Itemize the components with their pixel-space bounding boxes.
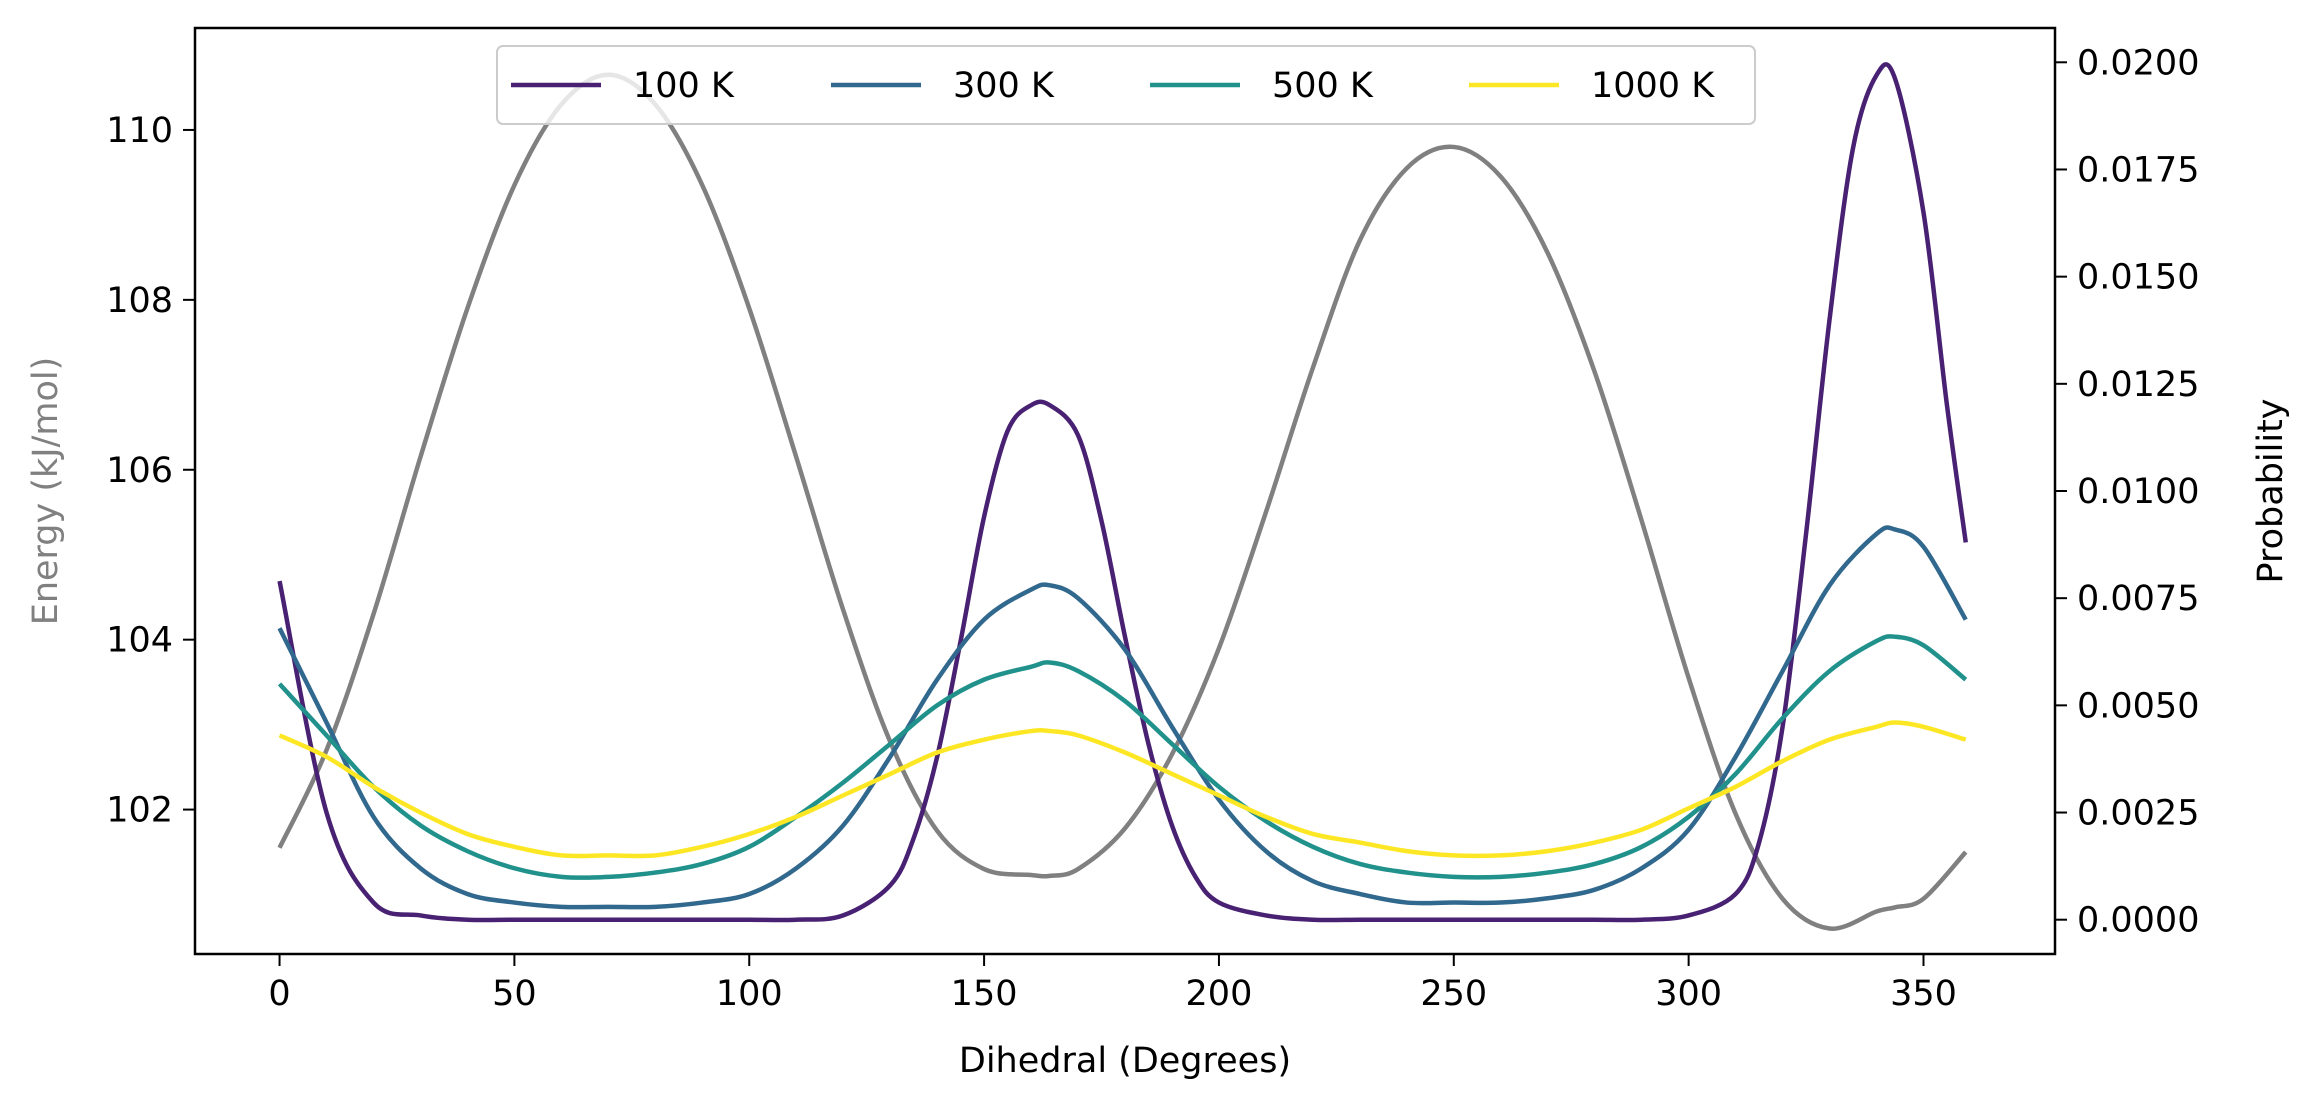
left-y-tick-label: 102 <box>106 791 173 831</box>
legend-label-500-k: 500 K <box>1272 66 1374 106</box>
x-axis-ticks: 0 50 100 150 200 250 300 350 <box>268 954 1957 1014</box>
plot-lines <box>277 62 1968 931</box>
energy-line <box>277 72 1968 931</box>
right-y-tick-label: 0.0150 <box>2077 258 2199 298</box>
left-y-tick-label: 104 <box>106 621 173 661</box>
legend-label-300-k: 300 K <box>953 66 1055 106</box>
x-tick-label: 100 <box>716 974 783 1014</box>
left-y-axis-label: Energy (kJ/mol) <box>26 357 66 626</box>
legend-box <box>496 45 1756 125</box>
right-y-tick-label: 0.0025 <box>2077 794 2199 834</box>
legend-label-1000-k: 1000 K <box>1591 66 1715 106</box>
x-tick-label: 150 <box>951 974 1018 1014</box>
legend-label-100-k: 100 K <box>633 66 735 106</box>
x-axis-label: Dihedral (Degrees) <box>959 1041 1291 1081</box>
right-y-tick-label: 0.0000 <box>2077 901 2199 941</box>
x-tick-label: 350 <box>1890 974 1957 1014</box>
series-line-100-k <box>277 62 1968 923</box>
plot-frame <box>193 26 2057 956</box>
left-y-tick-label: 108 <box>106 281 173 321</box>
x-tick-label: 0 <box>268 974 290 1014</box>
right-y-tick-label: 0.0075 <box>2077 579 2199 619</box>
x-tick-label: 300 <box>1655 974 1722 1014</box>
right-y-axis-label: Probability <box>2251 398 2291 583</box>
right-y-tick-label: 0.0200 <box>2077 43 2199 83</box>
series-line-500-k <box>277 634 1968 880</box>
right-y-tick-label: 0.0125 <box>2077 365 2199 405</box>
series-line-1000-k <box>278 720 1967 859</box>
right-y-tick-label: 0.0100 <box>2077 472 2199 512</box>
left-y-axis-ticks: 102 104 106 108 110 <box>106 111 195 831</box>
x-tick-label: 200 <box>1186 974 1253 1014</box>
right-y-tick-label: 0.0175 <box>2077 150 2199 190</box>
right-y-axis-ticks: 0.0000 0.0025 0.0050 0.0075 0.0100 0.0125 0.01… <box>2055 43 2199 941</box>
x-tick-label: 250 <box>1420 974 1487 1014</box>
legend: 100 K 300 K 500 K 1000 K <box>496 45 1756 125</box>
left-y-tick-label: 106 <box>106 451 173 491</box>
right-y-tick-label: 0.0050 <box>2077 686 2199 726</box>
x-tick-label: 50 <box>492 974 537 1014</box>
series-line-300-k <box>277 525 1968 910</box>
left-y-tick-label: 110 <box>106 111 173 151</box>
